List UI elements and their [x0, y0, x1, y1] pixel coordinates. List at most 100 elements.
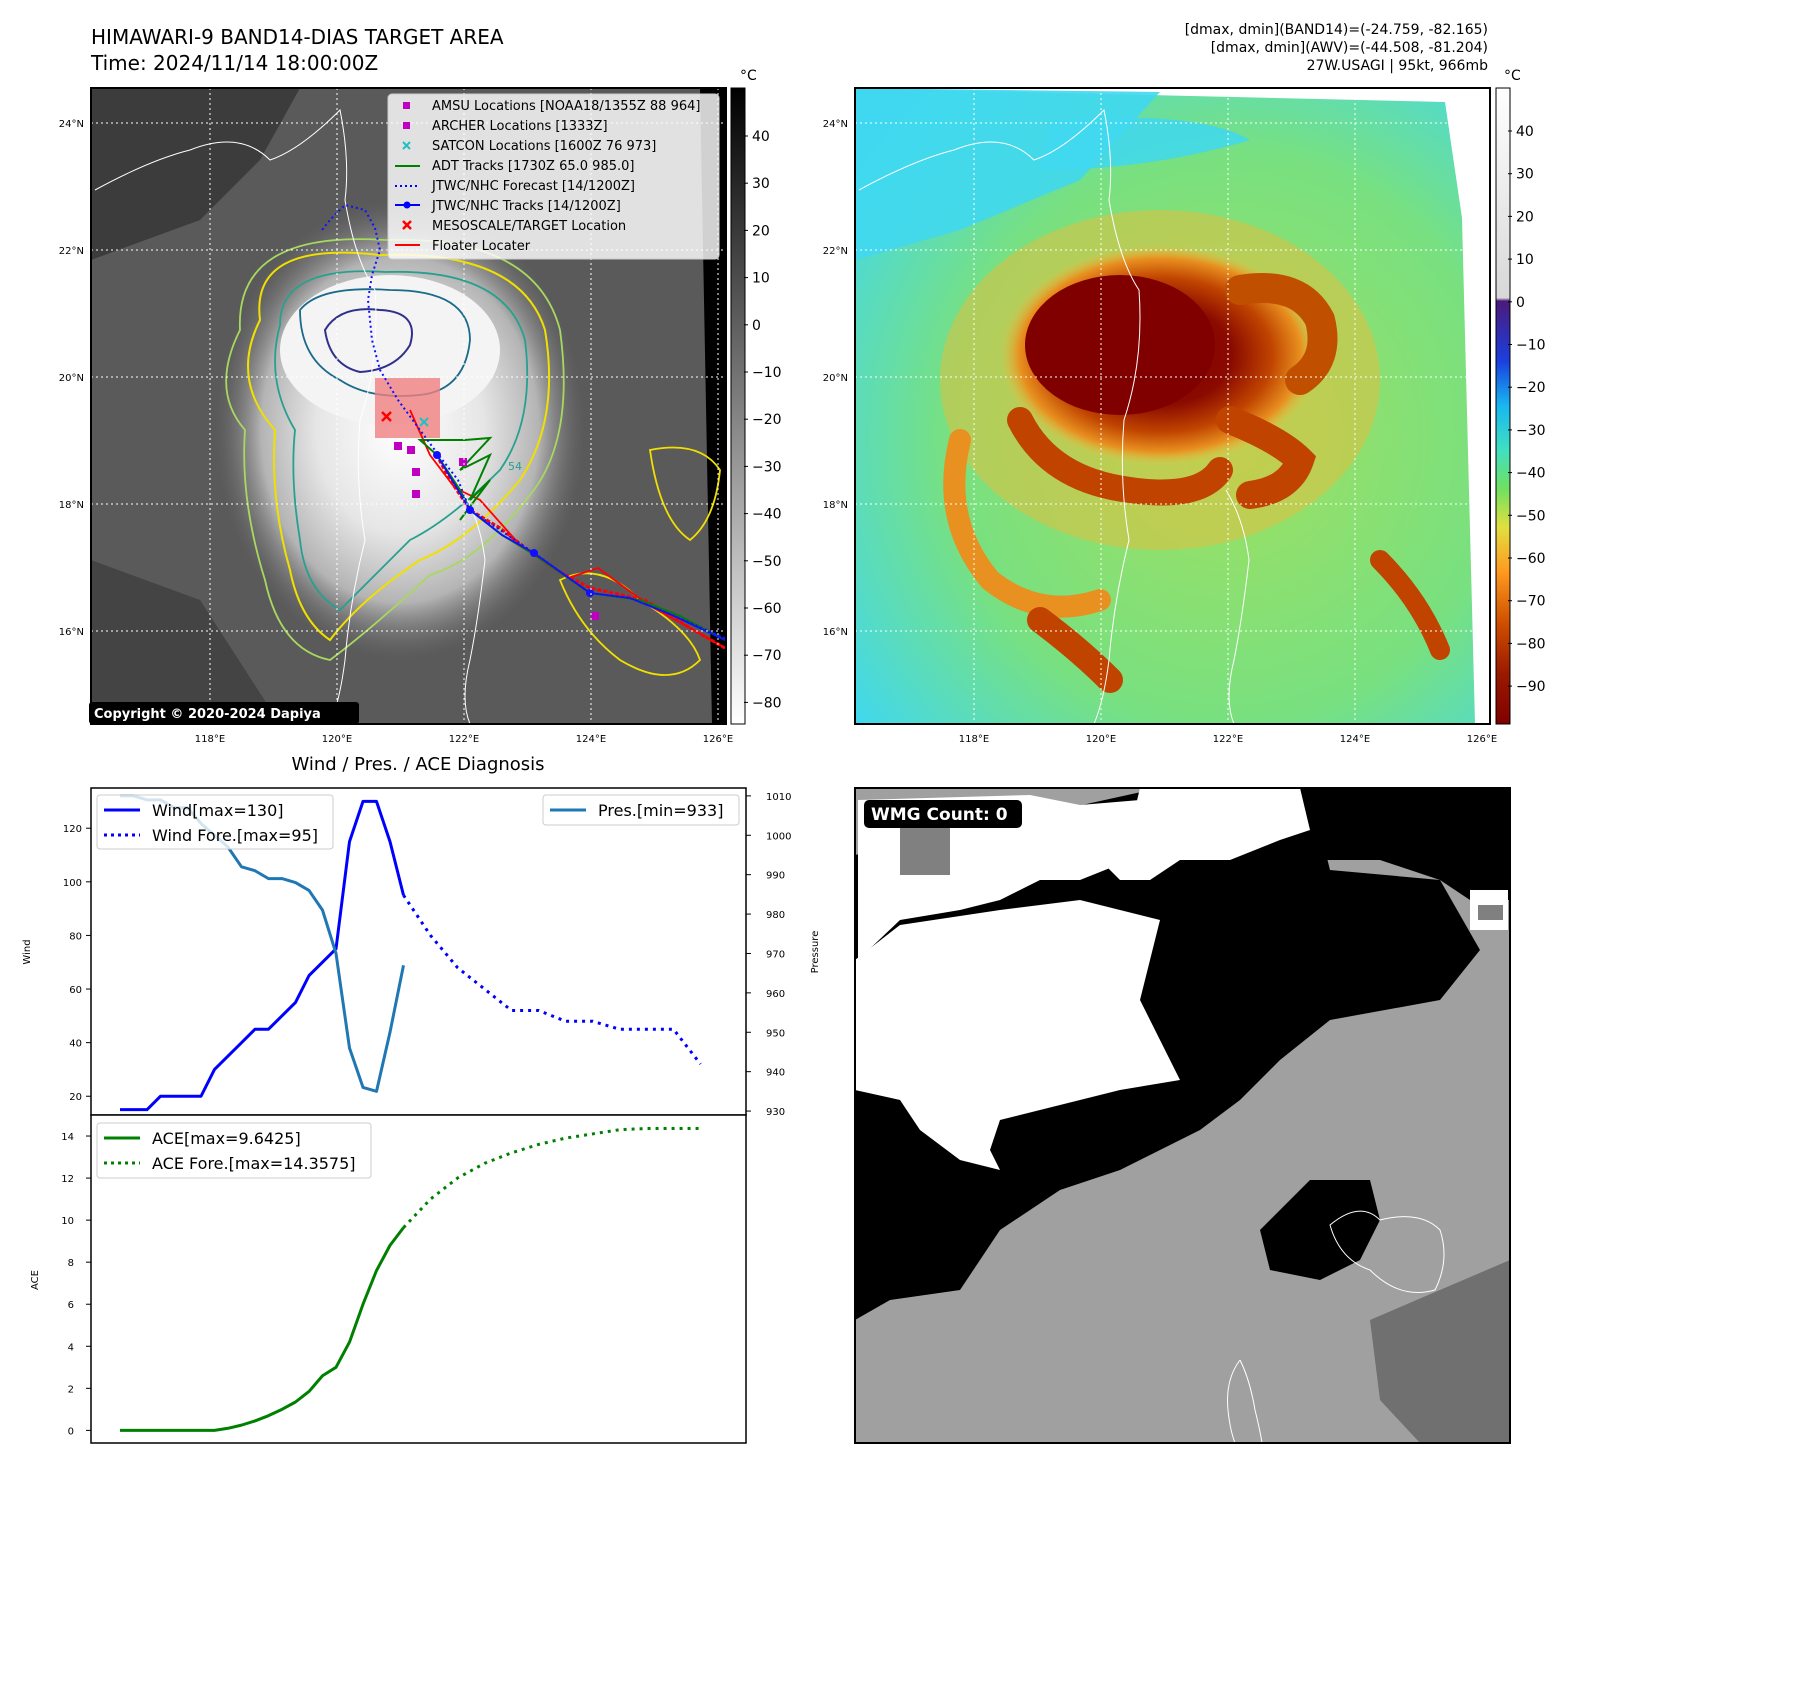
legend-label: Floater Locater [432, 239, 531, 254]
pressure-tick-label: 960 [766, 989, 785, 1000]
lon-label: 126°E [703, 734, 733, 745]
colorbar-tick-label: −70 [1516, 594, 1546, 610]
lon-label: 122°E [1213, 734, 1243, 745]
legend-label: ACE Fore.[max=14.3575] [152, 1154, 356, 1173]
wmg-dark-patch [1260, 1180, 1380, 1280]
wmg-dark-region [1300, 788, 1510, 900]
colorbar-tick-label: 20 [752, 223, 770, 239]
wmg-count-box [864, 800, 1022, 828]
amsu-marker [394, 442, 402, 450]
legend-label: JTWC/NHC Tracks [14/1200Z] [431, 199, 621, 214]
colorbar-tick-label: 30 [752, 176, 770, 192]
pressure-tick-label: 970 [766, 949, 785, 960]
pressure-tick-label: 1010 [766, 792, 791, 803]
ace-tick-label: 10 [61, 1216, 74, 1227]
wind-axis-label: Wind [22, 939, 33, 964]
lon-label: 122°E [449, 734, 479, 745]
pressure-tick-label: 980 [766, 910, 785, 921]
lat-label: 24°N [59, 119, 84, 130]
legend-label: SATCON Locations [1600Z 76 973] [432, 139, 656, 154]
copyright-box [89, 702, 359, 724]
legend-box [542, 794, 740, 826]
wind-tick-label: 60 [69, 985, 82, 996]
awv-rainband [1370, 550, 1450, 660]
lon-label: 118°E [195, 734, 225, 745]
colorbar-tick-label: −80 [1516, 636, 1546, 652]
wmg-white-region [855, 900, 1180, 1170]
archer-marker [591, 612, 599, 620]
storm-info: 27W.USAGI | 95kt, 966mb [1307, 58, 1488, 74]
jtwc-track-point [530, 549, 538, 557]
colorbar-tick-label: 10 [1516, 252, 1534, 268]
wind-tick-label: 120 [63, 824, 82, 835]
ir-colorbar-unit: °C [740, 68, 757, 84]
wmg-white-region [1100, 788, 1310, 880]
colorbar-tick-label: −60 [1516, 551, 1546, 567]
pressure-tick-label: 950 [766, 1028, 785, 1039]
awv-map-frame [854, 87, 1491, 725]
coastline [858, 108, 1141, 724]
lat-label: 22°N [59, 246, 84, 257]
awv-rainband [1007, 407, 1233, 506]
coastline [1225, 489, 1250, 724]
legend-label: ACE[max=9.6425] [152, 1129, 301, 1148]
wmg-gray-patch [1478, 905, 1503, 920]
ace-tick-label: 6 [68, 1300, 74, 1311]
awv-colorbar-unit: °C [1504, 68, 1521, 84]
wmg-map [855, 788, 1510, 1443]
legend-marker-satcon [402, 141, 411, 150]
coastline [1329, 1210, 1445, 1293]
awv-rainband [1225, 273, 1338, 395]
figure-time: Time: 2024/11/14 18:00:00Z [90, 51, 378, 75]
awv-gridlines [855, 88, 1490, 724]
legend-box [96, 1122, 372, 1179]
wind-legend: Wind[max=130] Wind Fore.[max=95] [96, 794, 334, 850]
colorbar-tick-label: −50 [752, 554, 782, 570]
legend-label: AMSU Locations [NOAA18/1355Z 88 964] [432, 99, 700, 114]
lat-label: 16°N [823, 627, 848, 638]
contour-blue [299, 288, 471, 397]
legend-label: ADT Tracks [1730Z 65.0 985.0] [432, 159, 634, 174]
wind-tick-label: 20 [69, 1092, 82, 1103]
jtwc-track [436, 454, 726, 641]
colorbar-tick-label: 40 [752, 129, 770, 145]
ir-dark-region [91, 88, 300, 260]
lat-label: 18°N [823, 500, 848, 511]
wind-line [120, 799, 405, 1112]
lat-label: 22°N [823, 246, 848, 257]
lon-label: 120°E [1086, 734, 1116, 745]
lat-label: 20°N [59, 373, 84, 384]
jtwc-track-point [466, 506, 474, 514]
lat-label: 20°N [823, 373, 848, 384]
band14-range: [dmax, dmin](BAND14)=(-24.759, -82.165) [1185, 22, 1488, 38]
awv-rainband [1027, 607, 1123, 693]
awv-colorbar-ticks: 40 30 20 10 0 −10 −20 −30 −40 −50 −60 −70 −80 −90 [1508, 124, 1546, 695]
awv-moist-region [1040, 117, 1250, 170]
legend-label: Wind Fore.[max=95] [152, 826, 318, 845]
target-marker [381, 411, 392, 422]
ace-tick-label: 12 [61, 1174, 74, 1185]
ir-colorbar-ticks: 40 30 20 10 0 −10 −20 −30 −40 −50 −60 −70 −80 [744, 129, 782, 711]
ace-line [120, 1226, 405, 1432]
legend-marker-track-dot [403, 201, 411, 209]
colorbar-tick-label: 30 [1516, 167, 1534, 183]
ace-tick-label: 14 [61, 1132, 74, 1143]
ace-tick-label: 0 [68, 1426, 74, 1437]
contour-yellow-band [648, 446, 721, 542]
pressure-tick-label: 940 [766, 1068, 785, 1079]
wind-forecast-line [402, 894, 702, 1065]
wmg-midgray-region [1370, 1260, 1510, 1443]
legend-label: ARCHER Locations [1333Z] [432, 119, 608, 134]
ace-tick-label: 4 [68, 1342, 74, 1353]
colorbar-tick-label: −70 [752, 648, 782, 664]
pressure-legend: Pres.[min=933] [542, 794, 740, 826]
awv-range: [dmax, dmin](AWV)=(-44.508, -81.204) [1211, 40, 1488, 56]
colorbar-tick-label: 0 [1516, 295, 1525, 311]
ir-map-ticks: 24°N 22°N 20°N 18°N 16°N 118°E 120°E 122… [59, 119, 733, 745]
legend-marker-archer [403, 122, 410, 129]
ace-tick-label: 8 [68, 1258, 74, 1269]
awv-eye-region [1025, 275, 1215, 415]
archer-marker [412, 490, 420, 498]
awv-colorbar [1495, 87, 1511, 725]
colorbar-tick-label: 40 [1516, 124, 1534, 140]
